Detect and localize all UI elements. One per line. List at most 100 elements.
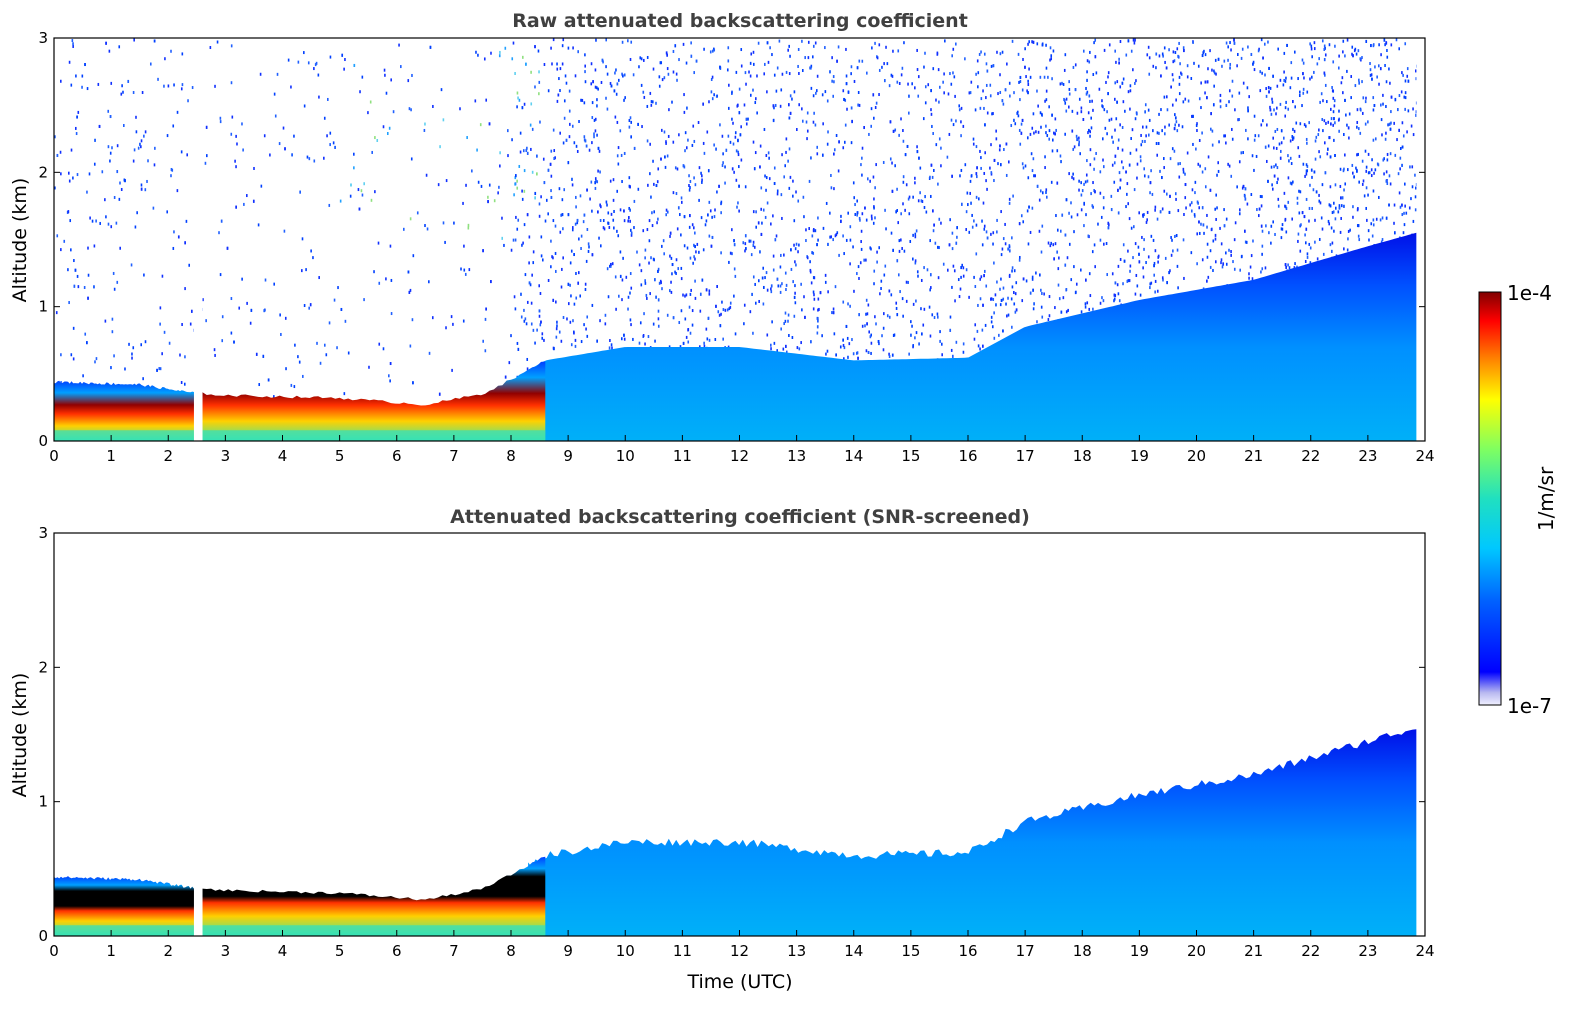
noise-pixel [1267,86,1270,90]
noise-pixel [1075,290,1077,294]
noise-pixel [1113,293,1116,297]
x-tick-label: 12 [730,942,749,960]
noise-pixel [1365,165,1368,169]
noise-pixel [1011,285,1014,289]
noise-pixel [884,264,887,268]
noise-pixel [623,219,626,223]
noise-pixel [1110,117,1113,121]
noise-pixel [770,347,772,351]
noise-pixel [1114,281,1117,285]
noise-pixel [919,166,922,170]
noise-pixel [563,188,566,192]
noise-pixel [584,64,586,68]
noise-pixel [990,297,992,301]
noise-pixel [923,307,926,311]
noise-pixel [336,346,338,350]
noise-pixel [856,66,859,70]
noise-pixel [722,308,725,312]
noise-pixel [570,294,572,298]
noise-pixel [1338,204,1341,208]
noise-pixel [284,316,287,320]
noise-pixel [1216,173,1218,177]
noise-pixel [1178,123,1180,127]
noise-pixel [1130,226,1133,230]
noise-pixel [109,159,111,163]
noise-pixel [426,227,429,231]
noise-pixel [872,93,875,97]
noise-pixel [994,293,997,297]
noise-pixel [985,62,988,66]
noise-pixel [872,175,875,179]
noise-pixel [1292,136,1295,140]
noise-pixel [837,169,840,173]
noise-pixel [1059,82,1062,86]
noise-pixel [861,212,864,216]
noise-pixel [922,117,925,121]
noise-pixel [1134,81,1136,85]
noise-pixel [779,284,782,288]
noise-pixel [856,199,859,203]
noise-pixel [703,341,705,345]
noise-pixel [1323,47,1326,51]
noise-pixel [1082,118,1085,122]
noise-pixel [594,85,597,89]
noise-pixel [1221,265,1224,269]
noise-pixel [986,187,988,191]
noise-pixel [1290,162,1293,166]
noise-pixel [316,341,318,345]
noise-pixel [868,132,870,136]
noise-pixel [536,154,538,158]
noise-pixel [595,86,598,90]
noise-pixel [235,205,237,209]
noise-pixel [990,320,993,324]
noise-pixel [886,62,889,66]
noise-pixel [1338,129,1340,133]
noise-pixel [902,129,904,133]
noise-pixel [1027,79,1029,83]
noise-pixel [759,144,762,148]
noise-pixel [431,316,434,320]
noise-pixel [1378,82,1380,86]
noise-pixel [1008,160,1010,164]
noise-pixel [72,42,74,46]
noise-pixel [811,234,814,238]
noise-pixel [646,228,649,232]
noise-pixel [1296,201,1299,205]
x-tick-label: 13 [787,942,806,960]
noise-pixel [968,91,971,95]
noise-pixel [1022,57,1024,61]
noise-pixel [1368,171,1371,175]
noise-pixel [771,53,773,57]
noise-pixel [920,199,923,203]
noise-pixel [565,138,568,142]
noise-pixel [534,85,536,89]
noise-pixel [131,356,133,360]
noise-pixel [814,41,817,45]
noise-pixel [1099,301,1102,305]
noise-pixel [1284,218,1287,222]
noise-pixel [1073,265,1075,269]
noise-pixel [1019,80,1022,84]
x-tick-label: 18 [1073,447,1092,465]
noise-pixel [1388,67,1390,71]
noise-pixel [1024,47,1026,51]
noise-pixel [666,67,669,71]
noise-pixel [1114,154,1117,158]
noise-pixel [1161,52,1164,56]
noise-pixel [752,240,755,244]
noise-pixel [1011,39,1014,43]
noise-pixel [1230,174,1233,178]
noise-pixel [607,221,609,225]
noise-pixel [1330,117,1333,121]
noise-pixel [1182,170,1185,174]
noise-pixel [1168,123,1170,127]
noise-pixel [772,254,775,258]
noise-pixel [872,221,875,225]
noise-pixel [947,268,949,272]
noise-pixel [630,135,633,139]
noise-pixel [1340,81,1343,85]
noise-pixel [87,296,89,300]
noise-pixel [812,307,815,311]
noise-pixel [1213,69,1215,73]
noise-pixel [140,187,143,191]
